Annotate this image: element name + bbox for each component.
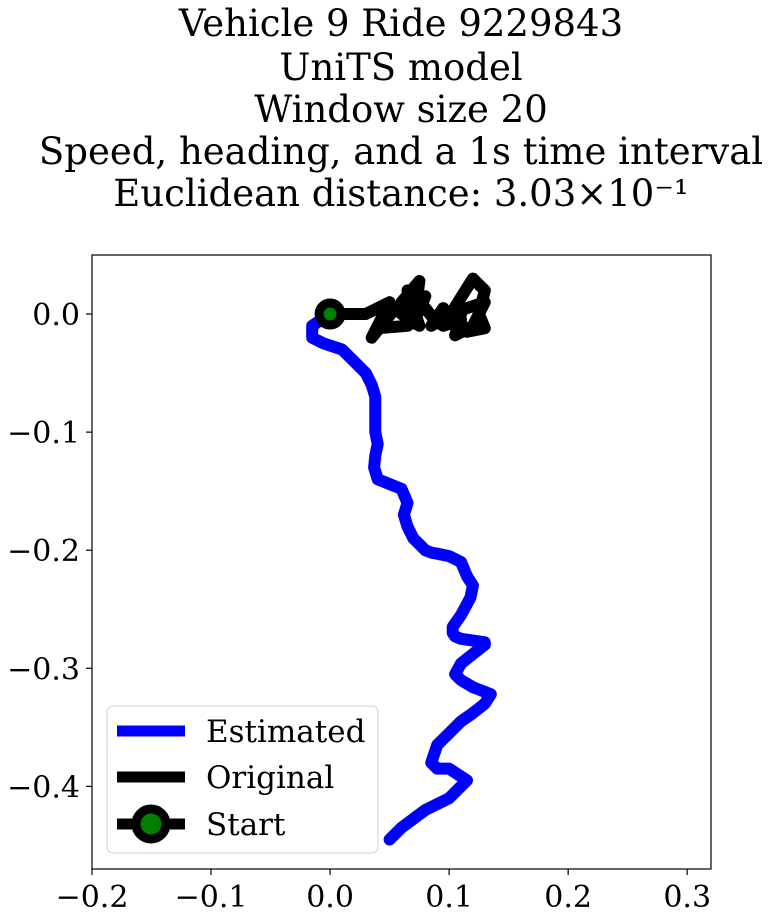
x-tick-label: −0.1 [175,880,248,915]
x-tick-label: 0.1 [425,880,473,915]
y-tick-label: −0.4 [7,770,80,805]
legend-swatch-start-marker [131,804,171,844]
chart-title-line-3: Window size 20 [254,88,548,131]
chart-title-line-5: Euclidean distance: 3.03×10⁻¹ [113,172,688,215]
x-tick-label: 0.0 [306,880,354,915]
y-tick-label: 0.0 [32,298,80,333]
legend-label-estimated: Estimated [206,714,365,750]
plot-marks [306,272,497,846]
x-tick-label: 0.2 [544,880,592,915]
chart-title-line-2: UniTS model [279,46,522,89]
legend: Estimated Original Start [106,705,379,854]
legend-label-start: Start [206,807,286,843]
x-tick-label: 0.3 [663,880,711,915]
x-tick-label: −0.2 [56,880,129,915]
series-line-estimated [306,308,497,846]
chart-title-line-1: Vehicle 9 Ride 9229843 [178,2,623,45]
y-tick-label: −0.2 [7,534,80,569]
chart-title-line-4: Speed, heading, and a 1s time interval [39,130,763,173]
axis-ticks: −0.2 −0.1 0.0 0.1 0.2 0.3 0.0 −0.1 −0.2 −0.3 −0.4 [7,298,711,915]
y-tick-label: −0.1 [7,416,80,451]
series-line-original [324,272,491,344]
legend-label-original: Original [206,760,334,796]
legend-box [106,705,379,854]
y-tick-label: −0.3 [7,652,80,687]
start-marker [314,298,346,330]
